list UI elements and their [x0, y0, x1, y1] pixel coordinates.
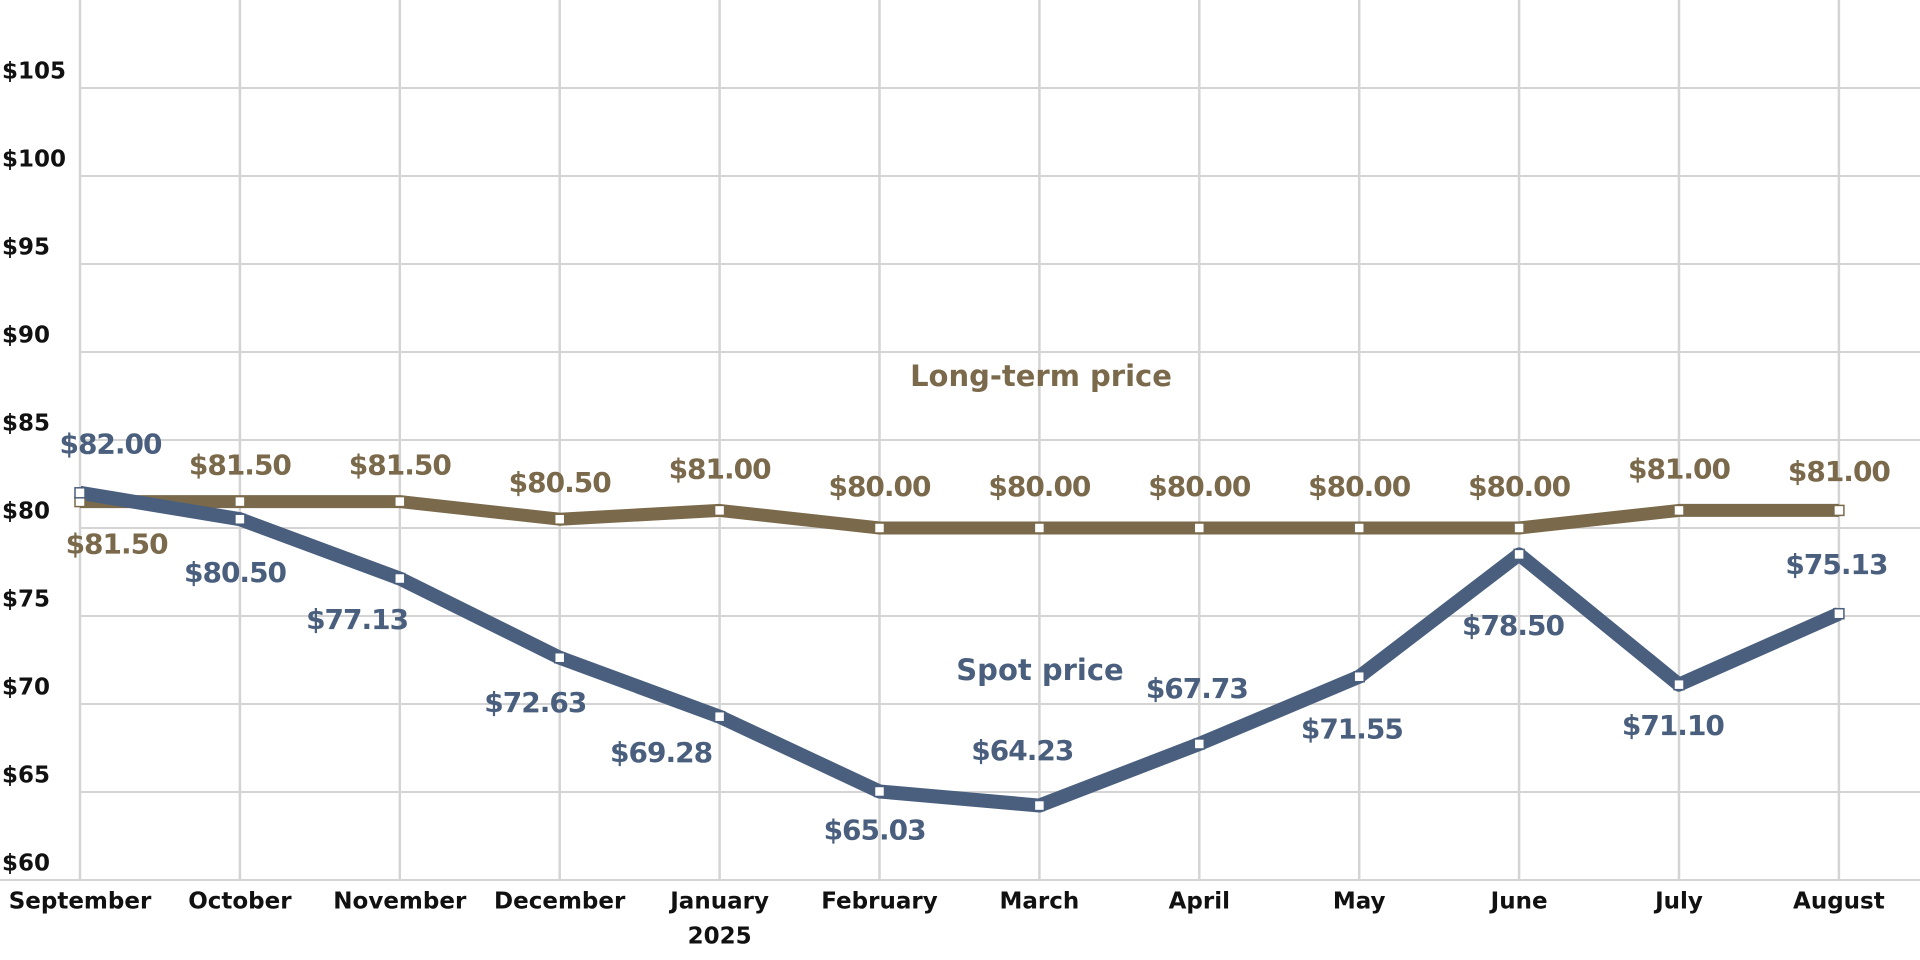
value-label: $81.50 [349, 449, 452, 482]
x-tick-label: August [1793, 889, 1885, 915]
point-marker [1673, 504, 1685, 517]
x-tick-label: January [668, 889, 769, 915]
value-label: $64.23 [971, 734, 1073, 767]
value-label: $75.13 [1785, 548, 1887, 581]
value-label: $71.55 [1301, 712, 1403, 745]
value-label: $69.28 [610, 736, 712, 769]
point-marker [234, 513, 246, 525]
value-label: $72.63 [484, 686, 586, 719]
value-label: $65.03 [824, 813, 926, 846]
value-label: $71.10 [1622, 709, 1725, 742]
value-label: $81.00 [1788, 455, 1891, 488]
series-line [78, 485, 1842, 813]
value-label: $78.50 [1462, 609, 1565, 642]
y-tick-label: $60 [2, 851, 50, 877]
point-marker [1673, 678, 1685, 691]
x-tick-label: December [494, 889, 626, 915]
value-label: $81.00 [669, 452, 772, 485]
point-marker [1833, 607, 1845, 620]
y-tick-label: $80 [2, 499, 50, 525]
x-tick-label: June [1489, 889, 1548, 915]
point-marker [1833, 504, 1845, 517]
point-marker [713, 504, 726, 517]
point-marker [713, 710, 726, 723]
y-tick-label: $85 [2, 411, 50, 437]
value-label: $67.73 [1146, 672, 1248, 705]
value-label: $80.00 [828, 470, 931, 503]
point-marker [1193, 522, 1206, 534]
series-name: Long-term price [910, 359, 1172, 393]
point-marker [234, 495, 246, 508]
value-label: $80.00 [1148, 470, 1251, 503]
point-marker [873, 522, 886, 534]
value-label: $80.50 [184, 556, 287, 589]
x-tick-label: April [1169, 889, 1230, 915]
point-marker [1513, 548, 1525, 561]
value-label: $82.00 [59, 427, 162, 460]
y-tick-label: $90 [2, 323, 50, 349]
series-line [80, 495, 1839, 535]
point-marker [74, 487, 86, 499]
value-label: $81.50 [66, 527, 169, 560]
point-marker [1513, 522, 1525, 534]
y-tick-label: $70 [2, 675, 50, 701]
y-tick-label: $65 [2, 763, 50, 789]
point-marker [553, 651, 566, 664]
x-tick-label: March [1000, 889, 1080, 915]
y-tick-label: $100 [2, 147, 66, 173]
x-tick-label: July [1653, 889, 1703, 915]
x-tick-label: November [333, 889, 467, 915]
point-marker [1193, 738, 1206, 750]
year-label: 2025 [688, 924, 752, 950]
x-tick-label: February [821, 889, 937, 915]
y-tick-label: $75 [2, 587, 50, 613]
value-label: $80.00 [988, 470, 1091, 503]
value-label: $80.00 [1468, 470, 1571, 503]
y-tick-label: $105 [2, 59, 66, 85]
point-marker [1353, 522, 1365, 534]
x-tick-label: October [188, 889, 292, 915]
value-label: $81.00 [1628, 452, 1731, 485]
point-marker [1033, 799, 1046, 812]
series-name: Spot price [956, 653, 1123, 687]
point-marker [873, 785, 886, 798]
point-marker [1353, 670, 1365, 683]
y-tick-label: $95 [2, 235, 50, 261]
point-marker [1033, 522, 1046, 534]
point-marker [553, 513, 566, 525]
value-label: $81.50 [189, 449, 292, 482]
value-label: $77.13 [306, 603, 408, 636]
point-marker [394, 572, 406, 585]
point-marker [394, 495, 406, 508]
value-label: $80.50 [509, 466, 612, 499]
x-tick-label: September [9, 889, 152, 915]
x-tick-label: May [1333, 889, 1386, 915]
value-label: $80.00 [1308, 470, 1411, 503]
